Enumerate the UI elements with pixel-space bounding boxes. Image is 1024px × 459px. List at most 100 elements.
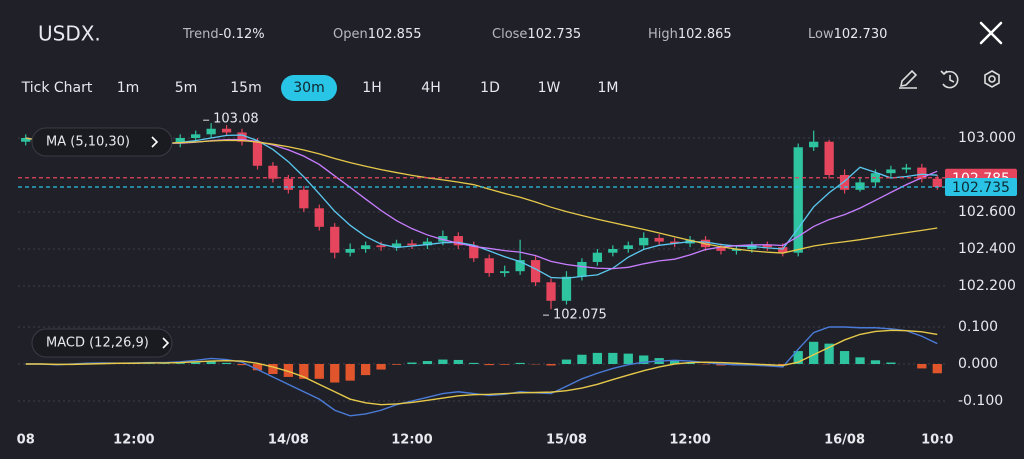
- candle-body: [268, 165, 278, 179]
- stat-label: Low: [808, 27, 834, 42]
- histogram-bar: [283, 364, 294, 377]
- timeframe[interactable]: 30m: [293, 80, 324, 96]
- ma-indicator-pill[interactable]: MA (5,10,30): [31, 127, 173, 157]
- histogram-bar: [639, 355, 649, 364]
- candle-body: [469, 245, 479, 259]
- histogram-bar: [330, 364, 340, 383]
- x-tick-label: 10:0: [921, 433, 953, 448]
- candle-body: [314, 208, 324, 227]
- histogram-bar: [546, 364, 556, 366]
- histogram-bar: [577, 354, 587, 364]
- close-button[interactable]: [979, 21, 1003, 45]
- candle-body: [669, 241, 680, 244]
- y-tick-label: -0.100: [958, 393, 1003, 409]
- stat: Trend-0.12%: [182, 27, 265, 42]
- histogram-bar: [206, 361, 216, 364]
- candle-body: [809, 141, 819, 148]
- timeframe[interactable]: 5m: [175, 80, 198, 96]
- candle-body: [515, 260, 525, 272]
- y-tick-label: 102.600: [958, 204, 1016, 220]
- draw-tool-button[interactable]: [899, 69, 918, 89]
- histogram-bar: [299, 364, 309, 379]
- histogram-bar: [191, 362, 201, 364]
- candle-body: [484, 258, 494, 274]
- candle-body: [901, 167, 912, 170]
- candle-body: [391, 243, 402, 248]
- timeframe[interactable]: 1D: [480, 80, 500, 96]
- candle-body: [623, 245, 633, 249]
- histogram-bar: [469, 362, 479, 364]
- histogram-bar: [376, 364, 386, 370]
- x-tick-label: 12:00: [113, 433, 154, 448]
- macd-indicator-pill[interactable]: MACD (12,26,9): [31, 328, 173, 358]
- candle-body: [191, 134, 201, 138]
- timeframe[interactable]: 15m: [230, 80, 261, 96]
- signal-line: [25, 329, 938, 406]
- stat: High102.865: [648, 27, 732, 42]
- stat: Low102.730: [808, 27, 887, 42]
- candle-body: [21, 138, 31, 142]
- histogram-bar: [391, 364, 402, 365]
- candle-body: [747, 245, 757, 249]
- candle-body: [407, 243, 417, 246]
- candle-body: [592, 252, 603, 262]
- histogram-bar: [237, 364, 247, 366]
- stat-label: High: [648, 27, 678, 42]
- histogram-bar: [870, 360, 881, 364]
- histogram-bar: [407, 362, 417, 364]
- candle-body: [283, 178, 294, 190]
- histogram-bar: [716, 364, 726, 366]
- x-tick-label: 08: [17, 433, 35, 448]
- candle-body: [206, 128, 216, 135]
- ma-label: MA (5,10,30): [46, 135, 130, 150]
- histogram-bar: [314, 364, 324, 379]
- x-tick-label: 16/08: [824, 433, 865, 448]
- candle-body: [221, 128, 232, 133]
- candle-body: [330, 226, 340, 253]
- histogram-bar: [793, 351, 803, 364]
- x-tick-label: 15/08: [546, 433, 587, 448]
- histogram-bar: [917, 364, 927, 369]
- candle-body: [422, 241, 433, 246]
- histogram-bar: [886, 362, 896, 364]
- y-tick-label: 102.400: [958, 241, 1016, 257]
- candle-body: [237, 132, 247, 142]
- candle-body: [360, 245, 371, 249]
- candle-body: [716, 247, 726, 251]
- symbol: USDX.: [38, 22, 101, 46]
- timeframe[interactable]: 4H: [421, 80, 440, 96]
- histogram-bar: [839, 351, 850, 364]
- x-tick-label: 14/08: [268, 433, 309, 448]
- histogram-bar: [360, 364, 371, 376]
- candle-body: [530, 260, 541, 283]
- candle-body: [299, 189, 309, 209]
- histogram-bar: [515, 362, 525, 364]
- candle-body: [577, 261, 587, 277]
- history-button[interactable]: [940, 70, 959, 89]
- histogram-bar: [453, 359, 463, 364]
- timeframe[interactable]: 1H: [362, 80, 381, 96]
- candle-body: [175, 138, 185, 144]
- chart-area: 103.000 102.600 102.400 102.200 0.100 0.000 -0…: [17, 112, 1017, 448]
- candle-body: [731, 249, 742, 251]
- settings-button[interactable]: [984, 70, 1000, 88]
- candle-body: [438, 236, 448, 242]
- y-tick-label: 103.000: [958, 130, 1016, 146]
- histogram-bar: [623, 353, 633, 364]
- macd-label: MACD (12,26,9): [46, 336, 149, 351]
- timeframe[interactable]: 1W: [538, 80, 561, 96]
- histogram-bar: [484, 364, 494, 366]
- x-tick-label: 12:00: [391, 433, 432, 448]
- candle-body: [793, 147, 803, 253]
- timeframe[interactable]: Tick Chart: [21, 80, 93, 96]
- timeframe[interactable]: 1M: [598, 80, 619, 96]
- histogram-bar: [669, 360, 680, 364]
- y-tick-label: 0.000: [958, 356, 998, 372]
- histogram-bar: [608, 352, 618, 364]
- stat-value: 102.735: [527, 27, 581, 42]
- timeframe[interactable]: 1m: [117, 80, 140, 96]
- histogram-bar: [438, 359, 448, 364]
- y-tick-label: 0.100: [958, 319, 998, 335]
